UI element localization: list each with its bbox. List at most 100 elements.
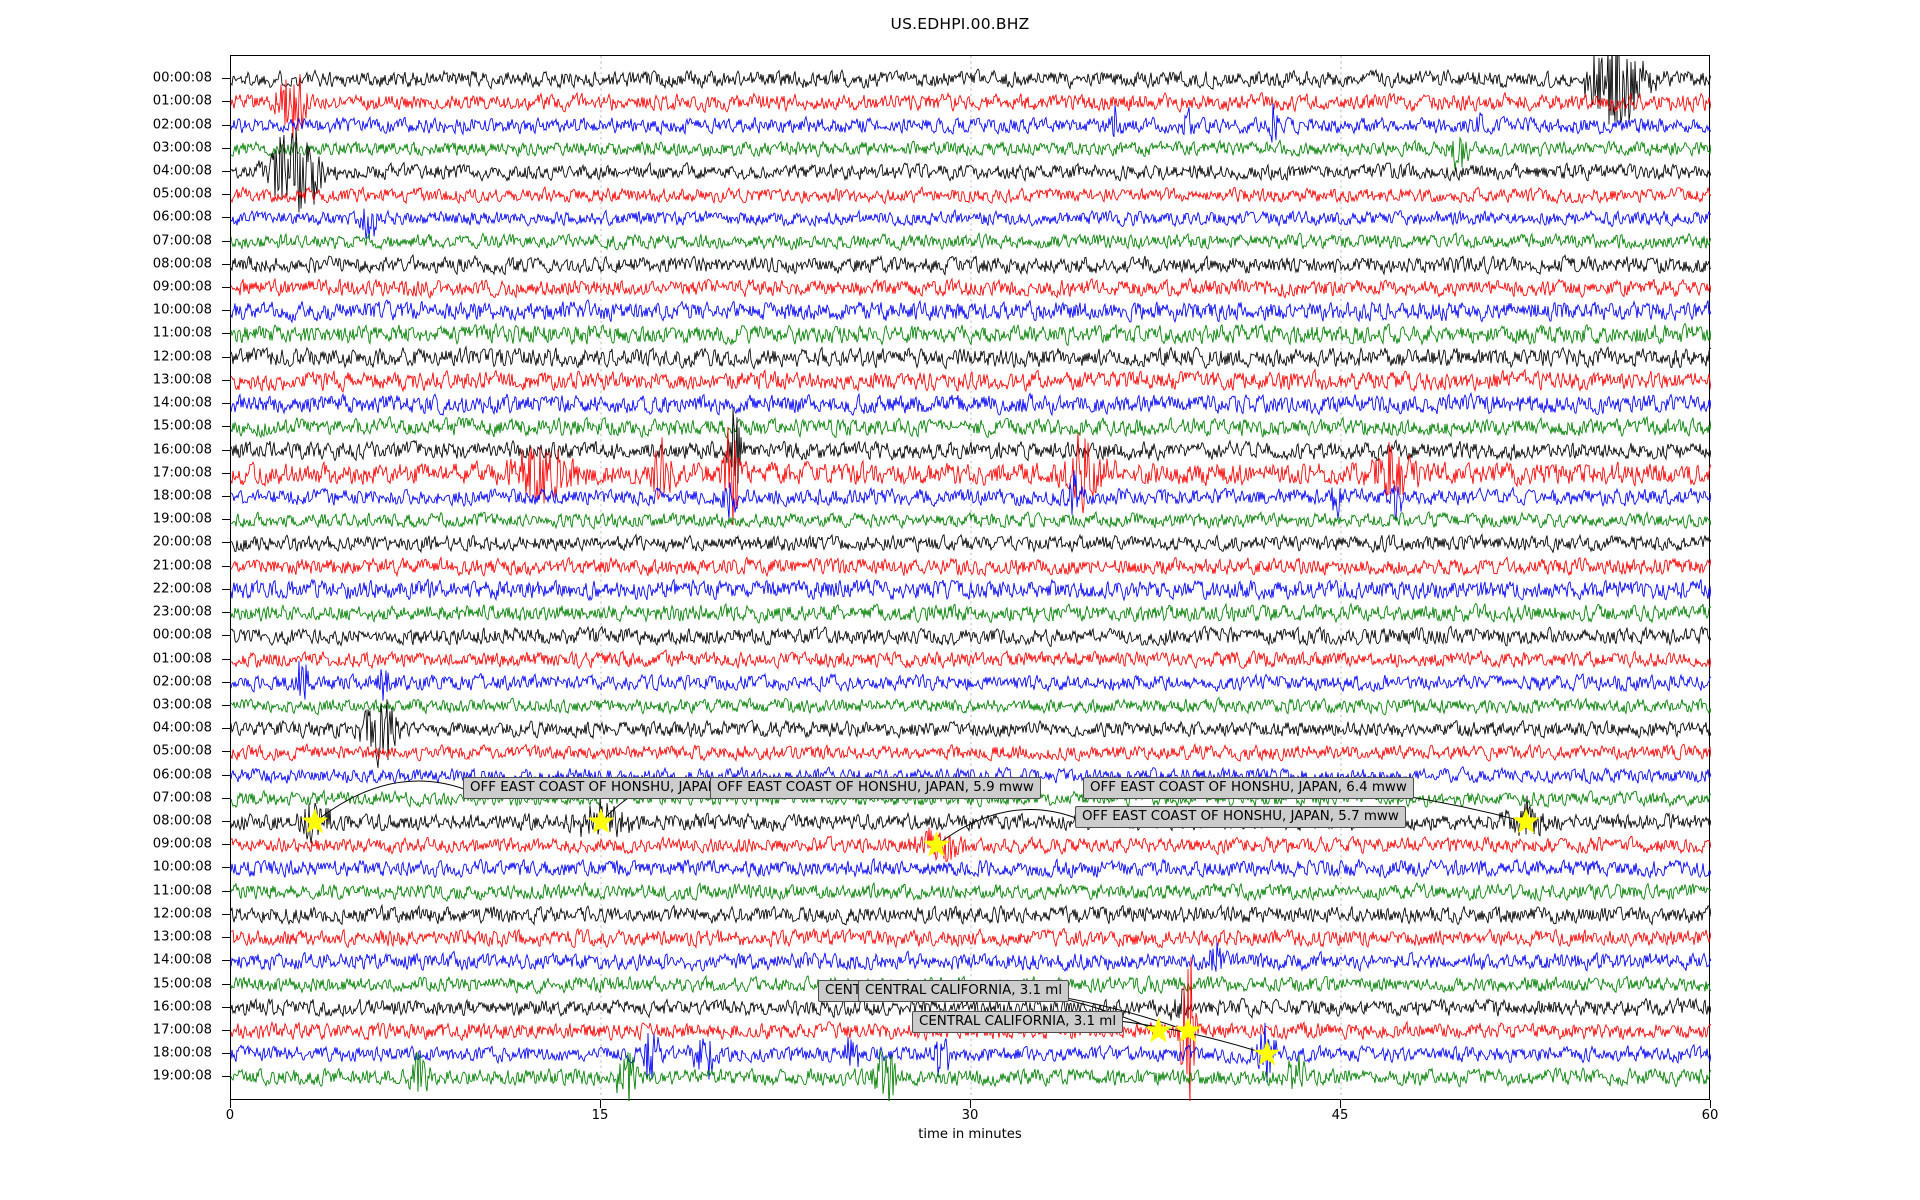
y-axis-tick-mark: [222, 310, 230, 312]
seismogram-trace: [231, 857, 1711, 879]
x-axis-tick-mark: [600, 1100, 601, 1108]
seismogram-trace: [231, 555, 1711, 578]
seismogram-trace: [231, 185, 1711, 205]
seismogram-trace: [231, 533, 1711, 554]
y-axis-tick-mark: [222, 797, 230, 799]
seismogram-trace: [231, 208, 1711, 240]
y-axis-tick-mark: [222, 890, 230, 892]
y-axis-tick-label: 05:00:08: [152, 186, 212, 202]
seismogram-trace: [231, 699, 1711, 768]
seismogram-trace: [231, 795, 1711, 844]
y-axis-tick-label: 22:00:08: [152, 581, 212, 597]
y-axis-tick-mark: [222, 170, 230, 172]
y-axis-tick-mark: [222, 844, 230, 846]
x-axis-tick-mark: [1710, 1100, 1711, 1108]
seismogram-trace: [231, 927, 1711, 950]
event-star-marker[interactable]: [301, 808, 329, 834]
seismogram-trace: [231, 277, 1711, 299]
y-axis-tick-label: 07:00:08: [152, 790, 212, 806]
y-axis-tick-mark: [222, 588, 230, 590]
y-axis-tick-label: 03:00:08: [152, 140, 212, 156]
y-axis-tick-label: 09:00:08: [152, 836, 212, 852]
seismogram-trace: [231, 988, 1711, 1021]
y-axis-tick-label: 16:00:08: [152, 442, 212, 458]
page-title: US.EDHPI.00.BHZ: [890, 15, 1030, 33]
seismogram-trace: [231, 136, 1711, 170]
seismogram-trace: [231, 903, 1711, 926]
seismogram-trace: [231, 789, 1711, 808]
seismogram-trace: [231, 942, 1711, 973]
y-axis-tick-label: 18:00:08: [152, 1045, 212, 1061]
event-annotation-event-honshu-59[interactable]: OFF EAST COAST OF HONSHU, JAPAN, 5.9 mww: [710, 777, 1041, 799]
y-axis-tick-mark: [222, 240, 230, 242]
y-axis-tick-mark: [222, 681, 230, 683]
event-star-marker[interactable]: [1512, 808, 1540, 834]
y-axis-tick-label: 13:00:08: [152, 372, 212, 388]
event-annotation-event-honshu-57[interactable]: OFF EAST COAST OF HONSHU, JAPAN, 5.7 mww: [1075, 806, 1406, 828]
seismogram-trace: [231, 625, 1711, 648]
annotation-leader-line: [314, 780, 465, 823]
seismogram-trace: [231, 345, 1711, 370]
y-axis-tick-mark: [222, 612, 230, 614]
y-axis-tick-label: 04:00:08: [152, 163, 212, 179]
event-annotation-event-honshu-64[interactable]: OFF EAST COAST OF HONSHU, JAPAN, 6.4 mww: [1083, 777, 1414, 799]
event-star-marker[interactable]: [1253, 1040, 1281, 1066]
y-axis-tick-label: 06:00:08: [152, 209, 212, 225]
y-axis-tick-mark: [222, 1029, 230, 1031]
y-axis-tick-mark: [222, 565, 230, 567]
y-axis-tick-mark: [222, 867, 230, 869]
x-axis-tick-label: 60: [1701, 1108, 1719, 1123]
event-marker-overlay: [301, 780, 1540, 1066]
y-axis-tick-mark: [222, 542, 230, 544]
x-axis-tick-label: 15: [591, 1108, 609, 1123]
y-axis-tick-label: 20:00:08: [152, 534, 212, 550]
x-axis-tick-mark: [1340, 1100, 1341, 1108]
seismogram-trace: [231, 881, 1711, 903]
y-axis-tick-mark: [222, 426, 230, 428]
y-axis-tick-label: 04:00:08: [152, 720, 212, 736]
y-axis-tick-label: 13:00:08: [152, 929, 212, 945]
seismogram-trace: [231, 827, 1711, 862]
y-axis-tick-mark: [222, 937, 230, 939]
seismogram-trace: [231, 391, 1711, 417]
y-axis-tick-label: 11:00:08: [152, 325, 212, 341]
event-annotation-event-central-california-31-a[interactable]: CENTRAL CALIFORNIA, 3.1 ml: [858, 980, 1070, 1002]
event-annotation-event-central-california-31-b[interactable]: CENTRAL CALIFORNIA, 3.1 ml: [912, 1011, 1124, 1033]
y-axis-tick-label: 15:00:08: [152, 976, 212, 992]
x-axis-tick-label: 0: [225, 1108, 235, 1123]
event-star-marker[interactable]: [923, 831, 950, 857]
event-star-marker[interactable]: [587, 808, 615, 834]
y-axis-tick-label: 01:00:08: [152, 93, 212, 109]
y-axis-tick-label: 02:00:08: [152, 117, 212, 133]
y-axis-tick-mark: [222, 519, 230, 521]
y-axis-tick-mark: [222, 217, 230, 219]
seismogram-trace: [231, 602, 1711, 624]
y-axis-tick-label: 07:00:08: [152, 233, 212, 249]
y-axis-tick-mark: [222, 449, 230, 451]
y-axis-tick-label: 15:00:08: [152, 418, 212, 434]
x-axis-tick-mark: [230, 1100, 231, 1108]
seismogram-trace: [231, 368, 1711, 393]
y-axis-tick-label: 05:00:08: [152, 743, 212, 759]
seismogram-trace: [231, 1022, 1711, 1083]
y-axis-tick-mark: [222, 356, 230, 358]
y-axis-tick-mark: [222, 495, 230, 497]
y-axis-tick-mark: [222, 194, 230, 196]
y-axis-tick-label: 06:00:08: [152, 767, 212, 783]
x-axis-tick-mark: [970, 1100, 971, 1108]
event-star-marker[interactable]: [1174, 1017, 1202, 1043]
y-axis-tick-label: 21:00:08: [152, 558, 212, 574]
seismogram-trace: [231, 73, 1711, 139]
y-axis-tick-label: 10:00:08: [152, 859, 212, 875]
y-axis-tick-mark: [222, 263, 230, 265]
y-axis-tick-mark: [222, 1006, 230, 1008]
event-star-marker[interactable]: [1145, 1017, 1172, 1043]
seismogram-trace: [231, 409, 1711, 484]
y-axis-tick-label: 14:00:08: [152, 395, 212, 411]
y-axis-tick-label: 17:00:08: [152, 1022, 212, 1038]
seismogram-trace: [231, 56, 1711, 125]
y-axis-tick-label: 08:00:08: [152, 256, 212, 272]
y-axis-tick-label: 12:00:08: [152, 906, 212, 922]
x-axis-label: time in minutes: [918, 1127, 1022, 1142]
y-axis-tick-mark: [222, 704, 230, 706]
